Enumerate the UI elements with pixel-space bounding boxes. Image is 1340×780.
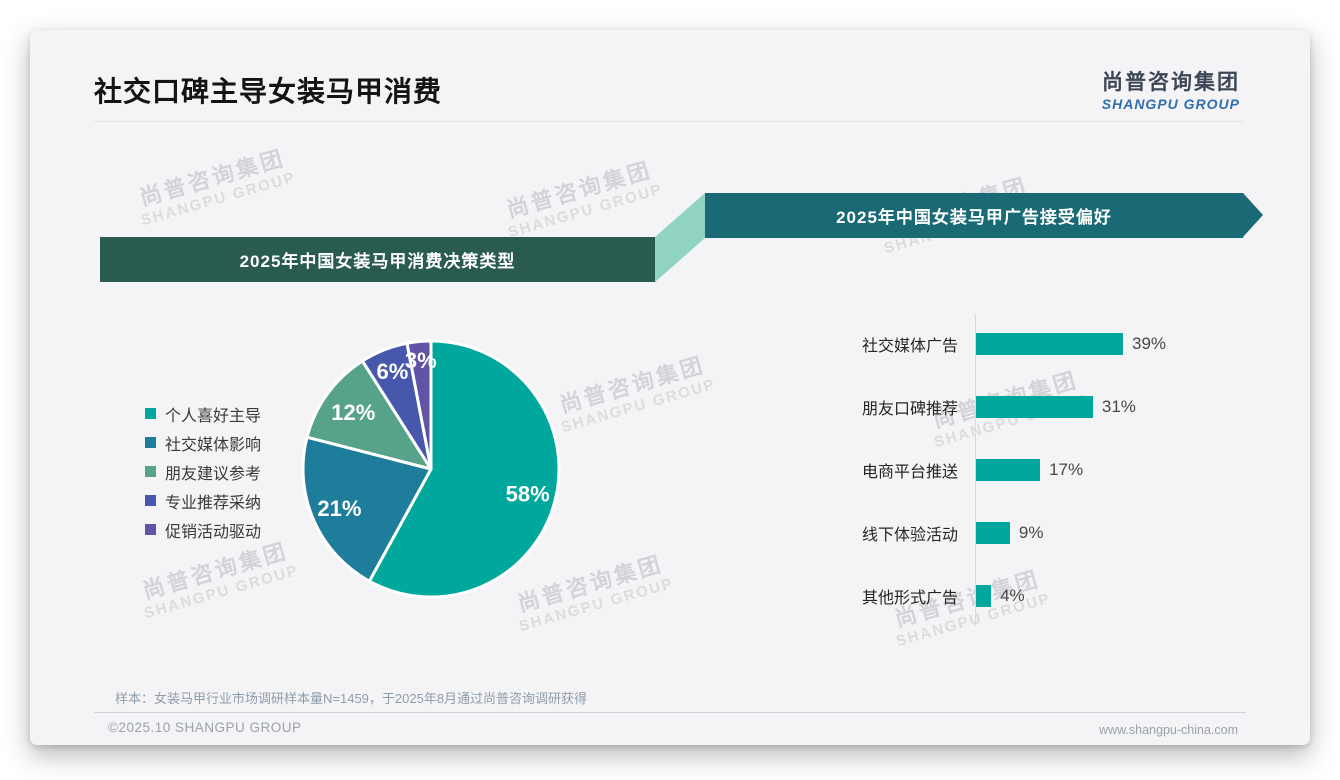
slide-card: 尚普咨询集团 SHANGPU GROUP 尚普咨询集团 SHANGPU GROUP 尚普… [30,30,1310,745]
bar-chart: 社交媒体广告 39% 朋友口碑推荐 31% 电商平台推送 17% 线下体验活动 9% 其他形式广… [758,314,1278,634]
pie-percentage-label: 6% [377,359,409,384]
bar-row: 电商平台推送 17% [758,458,1278,482]
legend-marker-icon [145,495,156,506]
bar-category-label: 线下体验活动 [861,527,958,544]
pie-percentage-label: 3% [405,348,437,373]
legend-label: 朋友建议参考 [165,465,262,483]
pie-chart-title-banner: 2025年中国女装马甲消费决策类型 [100,237,655,282]
page-title: 社交口碑主导女装马甲消费 [94,76,443,107]
bar-category-label: 其他形式广告 [861,590,958,607]
banner-connector [655,193,705,282]
bar-value-label: 39% [1132,334,1167,353]
bar-chart-title-banner: 2025年中国女装马甲广告接受偏好 [705,193,1243,238]
bar-chart-title: 2025年中国女装马甲广告接受偏好 [836,208,1112,227]
website-url: www.shangpu-china.com [1099,723,1238,737]
bar-category-label: 社交媒体广告 [861,338,958,355]
legend-marker-icon [145,437,156,448]
bar-fill [976,522,1010,544]
legend-item: 朋友建议参考 [145,457,261,486]
bar-row: 社交媒体广告 39% [758,332,1278,356]
legend-marker-icon [145,524,156,535]
bar-category-label: 电商平台推送 [861,464,958,481]
pie-chart: 58% 21% 12%6%3% [301,339,561,599]
legend-label: 专业推荐采纳 [165,494,262,512]
bar-value-label: 31% [1101,397,1136,416]
bar-value-label: 9% [1018,523,1044,542]
bar-row: 朋友口碑推荐 31% [758,395,1278,419]
pie-percentage-label: 21% [317,496,361,521]
pie-chart-title: 2025年中国女装马甲消费决策类型 [239,252,516,271]
pie-slice-3 [305,359,433,471]
pie-slice-1 [367,339,561,599]
pie-slice-2 [301,435,433,583]
sample-note: 样本：女装马甲行业市场调研样本量N=1459，于2025年8月通过尚普咨询调研获… [115,691,588,706]
legend-marker-icon [145,408,156,419]
bar-category-label: 朋友口碑推荐 [861,401,958,418]
legend-item: 专业推荐采纳 [145,486,261,515]
bar-value-label: 4% [1000,586,1025,605]
legend-label: 社交媒体影响 [165,436,262,454]
bar-fill [976,585,992,607]
legend-label: 促销活动驱动 [165,523,262,541]
legend-marker-icon [145,466,156,477]
logo-chinese-text: 尚普咨询集团 [1102,71,1240,94]
bar-fill [976,333,1123,355]
pie-percentage-label: 12% [331,400,375,425]
pie-legend: 个人喜好主导 社交媒体影响 朋友建议参考 专业推荐采纳 促销活动驱动 [145,399,261,544]
pie-percentage-label: 58% [506,481,550,506]
banner-arrow-tip [1243,193,1263,237]
bar-value-label: 17% [1049,460,1084,479]
bar-fill [976,396,1093,418]
header-divider [94,121,1244,122]
legend-item: 促销活动驱动 [145,515,261,544]
company-logo: 尚普咨询集团 SHANGPU GROUP [1102,66,1240,112]
logo-english-text: SHANGPU GROUP [1101,96,1240,112]
bar-row: 线下体验活动 9% [758,521,1278,545]
legend-item: 社交媒体影响 [145,428,261,457]
bar-axis-line [975,314,976,626]
legend-item: 个人喜好主导 [145,399,261,428]
copyright-text: ©2025.10 SHANGPU GROUP [108,720,302,735]
legend-label: 个人喜好主导 [165,407,262,425]
footer-divider [94,712,1246,713]
pie-slice-5 [405,339,433,471]
bar-fill [976,459,1041,481]
bar-row: 其他形式广告 4% [758,584,1278,608]
